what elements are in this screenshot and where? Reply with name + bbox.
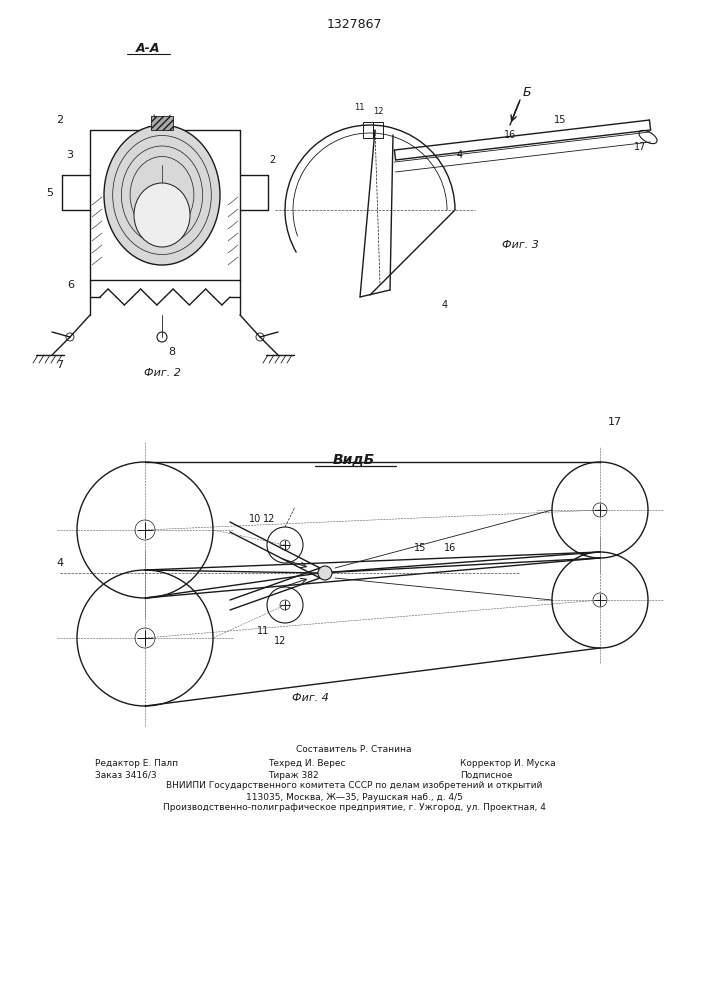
Text: Составитель Р. Станина: Составитель Р. Станина	[296, 746, 411, 754]
Text: 8: 8	[168, 347, 175, 357]
Text: 4: 4	[57, 558, 64, 568]
Text: 11: 11	[257, 626, 269, 636]
Text: А-А: А-А	[136, 41, 160, 54]
Text: 7: 7	[57, 360, 64, 370]
Text: 16: 16	[504, 130, 516, 140]
Text: Корректор И. Муска: Корректор И. Муска	[460, 760, 556, 768]
Text: 3: 3	[66, 150, 74, 160]
Text: 4: 4	[457, 150, 463, 160]
Ellipse shape	[104, 125, 220, 265]
Text: 15: 15	[554, 115, 566, 125]
Text: 16: 16	[444, 543, 456, 553]
Text: 113035, Москва, Ж—35, Раушская наб., д. 4/5: 113035, Москва, Ж—35, Раушская наб., д. …	[245, 792, 462, 802]
Text: Подписное: Подписное	[460, 770, 513, 780]
Text: 4: 4	[442, 300, 448, 310]
Text: Техред И. Верес: Техред И. Верес	[268, 760, 346, 768]
Text: 17: 17	[633, 142, 646, 152]
Text: ВидБ: ВидБ	[333, 453, 375, 467]
Ellipse shape	[134, 183, 190, 247]
Text: Производственно-полиграфическое предприятие, г. Ужгород, ул. Проектная, 4: Производственно-полиграфическое предприя…	[163, 804, 545, 812]
Bar	[151, 116, 173, 130]
Text: Фиг. 3: Фиг. 3	[501, 240, 539, 250]
Text: 2: 2	[57, 115, 64, 125]
Text: Заказ 3416/3: Заказ 3416/3	[95, 770, 157, 780]
Text: ВНИИПИ Государственного комитета СССР по делам изобретений и открытий: ВНИИПИ Государственного комитета СССР по…	[166, 782, 542, 790]
Text: 12: 12	[373, 106, 383, 115]
Text: 15: 15	[414, 543, 426, 553]
Text: 12: 12	[263, 514, 275, 524]
Text: Б: Б	[522, 87, 532, 100]
Text: 10: 10	[249, 514, 261, 524]
Text: Фиг. 2: Фиг. 2	[144, 368, 180, 378]
Circle shape	[318, 566, 332, 580]
Text: 17: 17	[608, 417, 622, 427]
Text: 5: 5	[47, 188, 54, 198]
Text: 1327867: 1327867	[326, 18, 382, 31]
Bar	[363, 122, 373, 138]
Bar	[373, 122, 383, 138]
Text: 6: 6	[67, 280, 74, 290]
Text: Фиг. 4: Фиг. 4	[291, 693, 329, 703]
Text: 2: 2	[269, 155, 275, 165]
Text: Редактор Е. Палп: Редактор Е. Палп	[95, 760, 178, 768]
Text: Тираж 382: Тираж 382	[268, 770, 319, 780]
Text: 11: 11	[354, 103, 365, 111]
Text: 12: 12	[274, 636, 286, 646]
